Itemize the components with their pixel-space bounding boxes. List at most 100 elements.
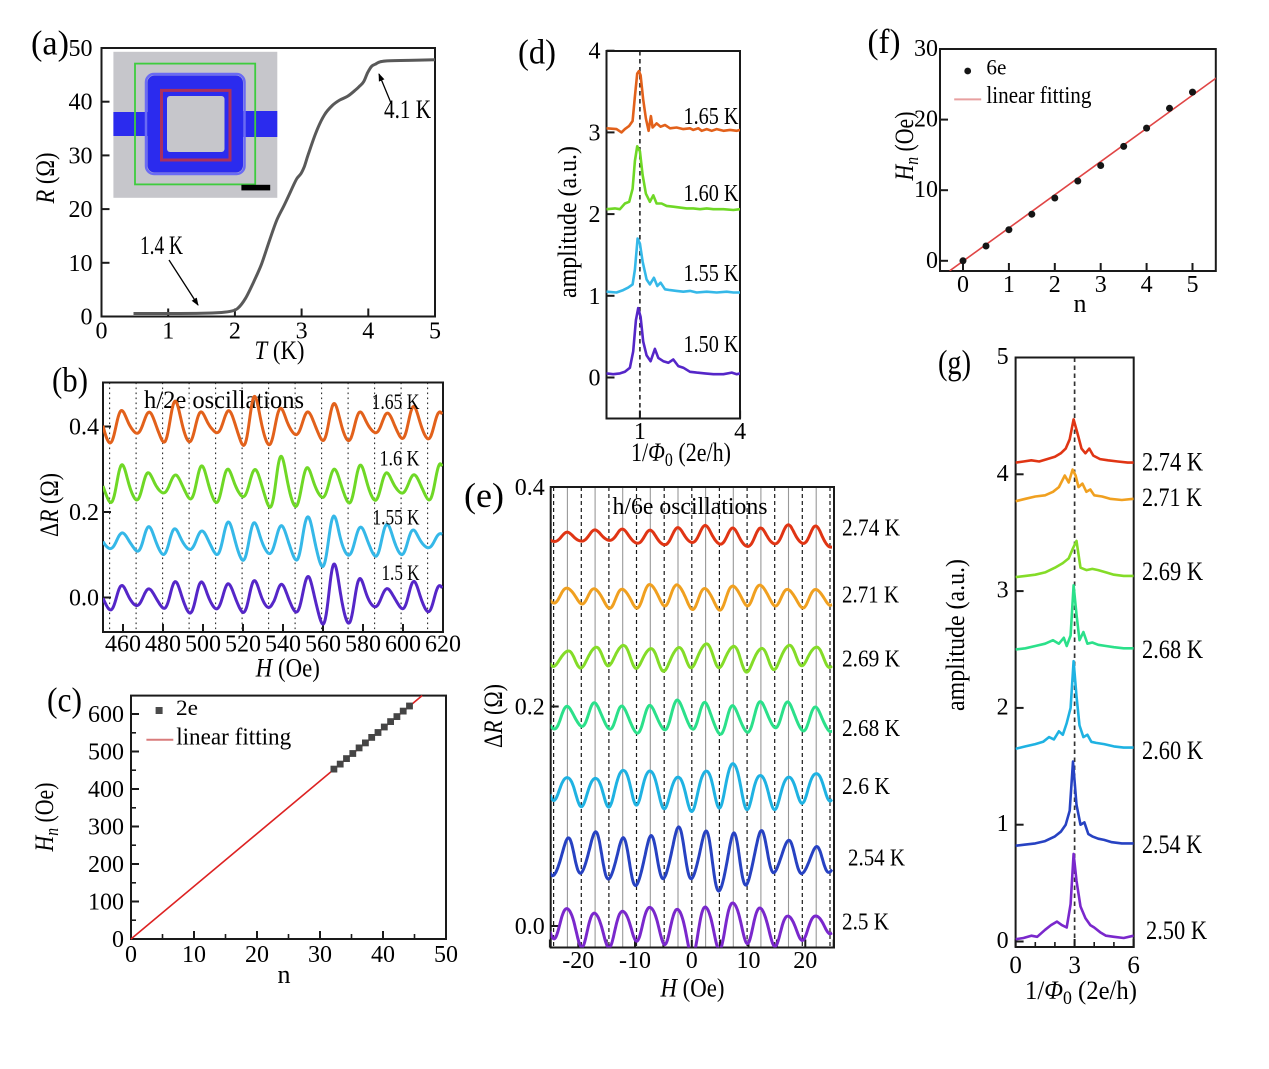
svg-text:2.71 K: 2.71 K xyxy=(1142,483,1202,512)
svg-text:3: 3 xyxy=(997,578,1009,604)
svg-text:500: 500 xyxy=(185,632,221,658)
svg-text:n: n xyxy=(1074,289,1087,318)
svg-text:580: 580 xyxy=(345,632,381,658)
svg-text:520: 520 xyxy=(225,632,261,658)
svg-text:1.65 K: 1.65 K xyxy=(684,104,740,130)
svg-text:460: 460 xyxy=(105,632,141,658)
svg-text:1: 1 xyxy=(162,319,174,345)
svg-text:0.2: 0.2 xyxy=(69,500,99,526)
svg-text:560: 560 xyxy=(305,632,341,658)
svg-text:1: 1 xyxy=(1003,272,1015,298)
svg-text:40: 40 xyxy=(371,942,395,968)
svg-text:0: 0 xyxy=(1009,952,1022,979)
svg-text:3: 3 xyxy=(589,120,601,146)
svg-text:Hn (Oe): Hn (Oe) xyxy=(30,783,63,853)
svg-text:30: 30 xyxy=(308,942,332,968)
svg-text:(f): (f) xyxy=(868,22,901,61)
svg-text:0: 0 xyxy=(686,948,698,974)
svg-text:amplitude (a.u.): amplitude (a.u.) xyxy=(941,559,970,711)
svg-text:1.6 K: 1.6 K xyxy=(380,445,420,470)
svg-text:T (K): T (K) xyxy=(255,336,305,365)
svg-text:5: 5 xyxy=(429,319,441,345)
svg-text:0: 0 xyxy=(589,366,601,392)
svg-text:2.68 K: 2.68 K xyxy=(1142,635,1203,664)
svg-text:H (Oe): H (Oe) xyxy=(255,654,320,683)
svg-text:5: 5 xyxy=(997,344,1009,370)
svg-text:2e: 2e xyxy=(176,695,198,720)
svg-text:Hn (Oe): Hn (Oe) xyxy=(890,112,923,182)
svg-text:1.55 K: 1.55 K xyxy=(373,505,420,530)
svg-text:2.54 K: 2.54 K xyxy=(1142,830,1202,859)
svg-text:540: 540 xyxy=(265,632,301,658)
svg-text:1.55 K: 1.55 K xyxy=(684,261,740,287)
svg-text:2.6 K: 2.6 K xyxy=(842,774,891,800)
svg-text:2: 2 xyxy=(1049,272,1061,298)
svg-text:200: 200 xyxy=(88,852,124,878)
svg-text:4: 4 xyxy=(589,39,601,65)
svg-text:0.4: 0.4 xyxy=(69,415,99,441)
svg-text:0: 0 xyxy=(81,305,93,331)
svg-text:2.54 K: 2.54 K xyxy=(848,846,906,872)
svg-text:(d): (d) xyxy=(518,33,556,72)
svg-text:4: 4 xyxy=(997,461,1009,487)
svg-text:-10: -10 xyxy=(619,948,651,974)
svg-text:40: 40 xyxy=(69,90,93,116)
svg-text:0: 0 xyxy=(96,319,108,345)
svg-text:linear fitting: linear fitting xyxy=(176,725,291,751)
svg-text:2.71 K: 2.71 K xyxy=(842,583,900,609)
svg-text:4: 4 xyxy=(362,319,374,345)
svg-text:2.60 K: 2.60 K xyxy=(1142,736,1203,765)
svg-text:0: 0 xyxy=(997,928,1009,954)
svg-text:2: 2 xyxy=(997,694,1009,720)
svg-text:2.74 K: 2.74 K xyxy=(842,516,901,542)
svg-text:0: 0 xyxy=(125,942,137,968)
svg-text:3: 3 xyxy=(1068,952,1081,979)
svg-text:1.5 K: 1.5 K xyxy=(382,560,420,585)
svg-text:-20: -20 xyxy=(562,948,594,974)
svg-text:2.69 K: 2.69 K xyxy=(1142,557,1203,586)
svg-text:400: 400 xyxy=(88,777,124,803)
svg-text:n: n xyxy=(278,960,291,989)
svg-text:1.60 K: 1.60 K xyxy=(684,181,740,207)
svg-text:(g): (g) xyxy=(938,343,971,382)
svg-text:amplitude (a.u.): amplitude (a.u.) xyxy=(553,146,582,298)
svg-text:20: 20 xyxy=(245,942,269,968)
svg-text:6: 6 xyxy=(1127,952,1140,979)
svg-text:0.4: 0.4 xyxy=(515,475,545,501)
svg-text:480: 480 xyxy=(145,632,181,658)
svg-text:2.5 K: 2.5 K xyxy=(842,909,890,935)
svg-text:10: 10 xyxy=(69,251,93,277)
svg-text:20: 20 xyxy=(793,948,817,974)
svg-text:300: 300 xyxy=(88,815,124,841)
svg-text:30: 30 xyxy=(69,143,93,169)
svg-text:(b): (b) xyxy=(52,361,88,400)
svg-text:H (Oe): H (Oe) xyxy=(660,974,725,1003)
svg-text:1: 1 xyxy=(589,284,601,310)
svg-text:2.68 K: 2.68 K xyxy=(842,716,901,742)
svg-text:ΔR (Ω): ΔR (Ω) xyxy=(479,684,508,748)
svg-text:2.69 K: 2.69 K xyxy=(842,646,901,672)
svg-text:1/Φ0 (2e/h): 1/Φ0 (2e/h) xyxy=(631,438,731,471)
svg-text:1/Φ0 (2e/h): 1/Φ0 (2e/h) xyxy=(1025,976,1137,1009)
svg-text:4: 4 xyxy=(1141,272,1153,298)
svg-text:10: 10 xyxy=(914,177,938,203)
svg-text:(a): (a) xyxy=(31,24,69,63)
svg-text:4: 4 xyxy=(734,419,746,445)
svg-text:3: 3 xyxy=(296,319,308,345)
svg-text:1.65 K: 1.65 K xyxy=(372,389,420,414)
svg-text:0.2: 0.2 xyxy=(515,695,545,721)
svg-text:linear fitting: linear fitting xyxy=(986,83,1091,109)
svg-text:0: 0 xyxy=(957,272,969,298)
svg-text:(e): (e) xyxy=(464,476,504,515)
svg-text:50: 50 xyxy=(434,942,458,968)
svg-text:500: 500 xyxy=(88,740,124,766)
svg-text:R (Ω): R (Ω) xyxy=(31,153,60,205)
svg-text:0: 0 xyxy=(112,927,124,953)
svg-text:(c): (c) xyxy=(47,681,82,720)
svg-text:600: 600 xyxy=(88,702,124,728)
svg-text:50: 50 xyxy=(69,36,93,62)
svg-text:4.1 K: 4.1 K xyxy=(384,95,431,124)
svg-text:6e: 6e xyxy=(986,55,1006,80)
svg-text:2.50 K: 2.50 K xyxy=(1146,916,1207,945)
svg-text:10: 10 xyxy=(737,948,761,974)
